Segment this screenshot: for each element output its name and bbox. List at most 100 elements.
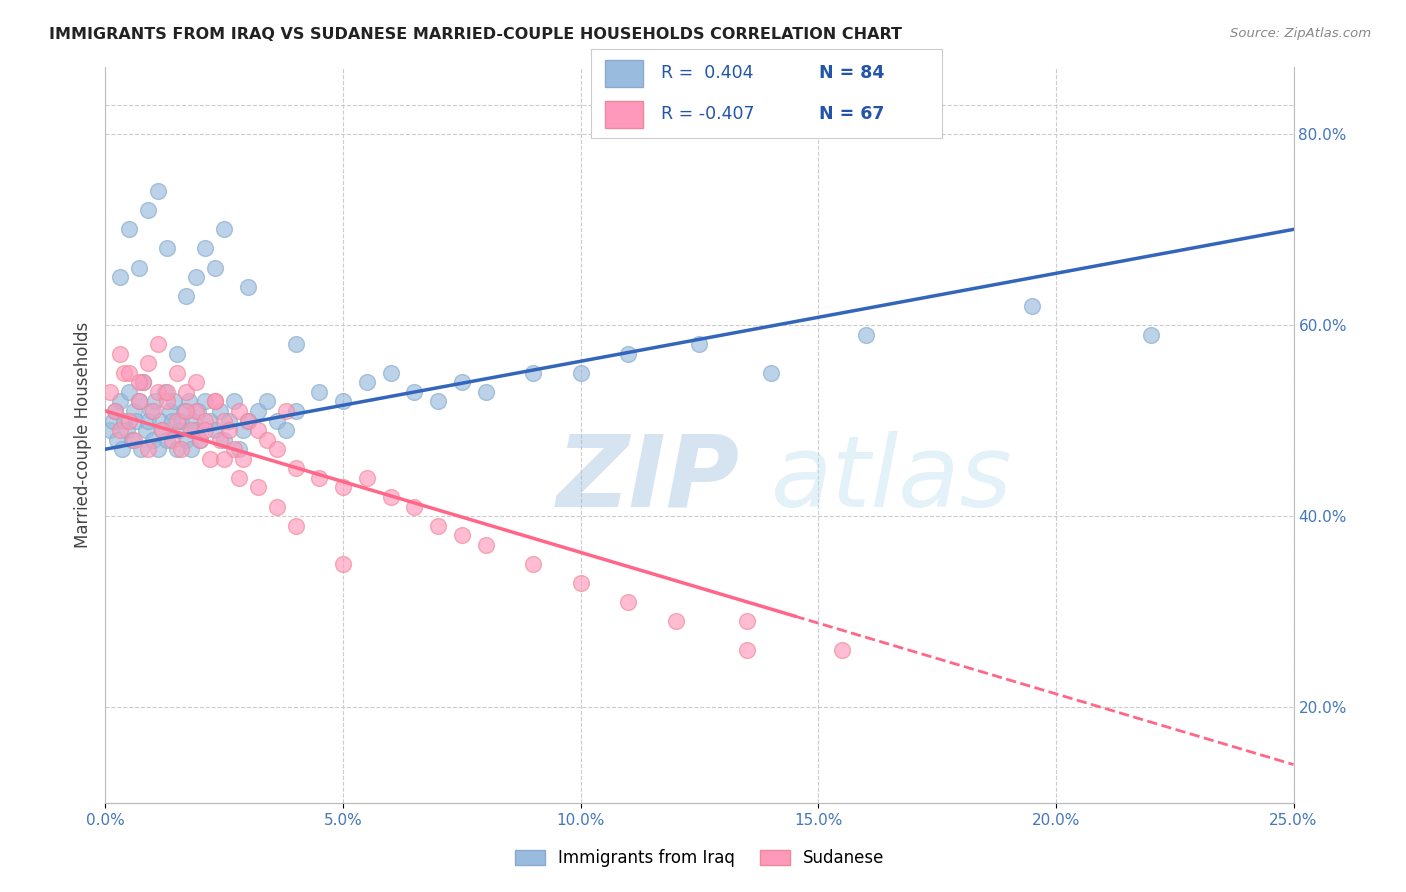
Point xyxy=(152,423,174,437)
Bar xyxy=(605,60,643,87)
Point xyxy=(1140,327,1163,342)
Point xyxy=(404,384,426,399)
Point xyxy=(194,423,217,437)
Point xyxy=(166,413,188,427)
Point xyxy=(831,643,853,657)
Point xyxy=(308,471,330,485)
Point xyxy=(128,260,150,275)
Point xyxy=(118,384,141,399)
Text: atlas: atlas xyxy=(770,431,1012,527)
Point xyxy=(1021,299,1043,313)
Text: IMMIGRANTS FROM IRAQ VS SUDANESE MARRIED-COUPLE HOUSEHOLDS CORRELATION CHART: IMMIGRANTS FROM IRAQ VS SUDANESE MARRIED… xyxy=(49,27,903,42)
Point xyxy=(759,366,782,380)
Point xyxy=(855,327,877,342)
Point xyxy=(214,413,236,427)
Text: N = 84: N = 84 xyxy=(818,64,884,82)
Point xyxy=(522,557,544,571)
Point xyxy=(450,376,472,390)
Point xyxy=(474,538,496,552)
Point xyxy=(132,376,155,390)
Point xyxy=(136,413,159,427)
Point xyxy=(136,356,159,370)
Point xyxy=(256,433,278,447)
Point xyxy=(246,423,269,437)
Point xyxy=(332,394,354,409)
Point xyxy=(284,337,307,351)
Point xyxy=(214,222,236,236)
Point xyxy=(136,442,159,457)
Point xyxy=(111,442,134,457)
Point xyxy=(143,394,166,409)
Point xyxy=(194,242,217,256)
Point xyxy=(156,242,179,256)
Point xyxy=(204,394,226,409)
Point xyxy=(232,423,254,437)
Point xyxy=(122,433,145,447)
Point xyxy=(266,500,288,514)
Point xyxy=(208,433,231,447)
Text: Source: ZipAtlas.com: Source: ZipAtlas.com xyxy=(1230,27,1371,40)
Text: N = 67: N = 67 xyxy=(818,105,884,123)
Point xyxy=(222,394,245,409)
Point xyxy=(160,413,183,427)
Point xyxy=(156,433,179,447)
Point xyxy=(184,270,207,285)
Point xyxy=(356,376,378,390)
Point xyxy=(332,557,354,571)
Point xyxy=(108,423,131,437)
Point xyxy=(105,433,128,447)
Point xyxy=(204,423,226,437)
Point xyxy=(204,260,226,275)
Point xyxy=(115,423,138,437)
Point xyxy=(735,643,758,657)
Point xyxy=(187,404,209,418)
Point xyxy=(132,376,155,390)
Point xyxy=(104,404,127,418)
Point xyxy=(689,337,711,351)
Point xyxy=(204,394,226,409)
Point xyxy=(174,404,197,418)
Point xyxy=(218,413,240,427)
Point xyxy=(160,433,183,447)
Point xyxy=(108,346,131,360)
Point xyxy=(228,442,250,457)
Point xyxy=(284,518,307,533)
Point xyxy=(149,413,172,427)
Point xyxy=(167,423,190,437)
Point xyxy=(284,404,307,418)
Point xyxy=(135,423,157,437)
Point xyxy=(128,394,150,409)
Point xyxy=(114,366,136,380)
Point xyxy=(122,404,145,418)
Point xyxy=(156,394,179,409)
Legend: Immigrants from Iraq, Sudanese: Immigrants from Iraq, Sudanese xyxy=(506,841,893,875)
Point xyxy=(108,394,131,409)
Point xyxy=(190,433,212,447)
Point xyxy=(404,500,426,514)
Point xyxy=(152,423,174,437)
Point xyxy=(153,384,176,399)
Point xyxy=(184,376,207,390)
Point xyxy=(198,413,221,427)
Point xyxy=(266,442,288,457)
Point xyxy=(174,433,197,447)
Point xyxy=(380,490,402,504)
Point xyxy=(236,413,259,427)
Point xyxy=(184,404,207,418)
Point xyxy=(114,413,136,427)
Point xyxy=(665,614,688,628)
Point xyxy=(284,461,307,475)
Point xyxy=(450,528,472,542)
Point xyxy=(163,394,186,409)
Point xyxy=(170,413,193,427)
Point xyxy=(98,423,121,437)
Point xyxy=(142,404,165,418)
Point xyxy=(617,346,640,360)
Point xyxy=(246,480,269,494)
Point xyxy=(228,471,250,485)
Point xyxy=(125,413,148,427)
Point xyxy=(129,442,152,457)
Point xyxy=(118,222,141,236)
Point xyxy=(274,423,297,437)
Point xyxy=(522,366,544,380)
